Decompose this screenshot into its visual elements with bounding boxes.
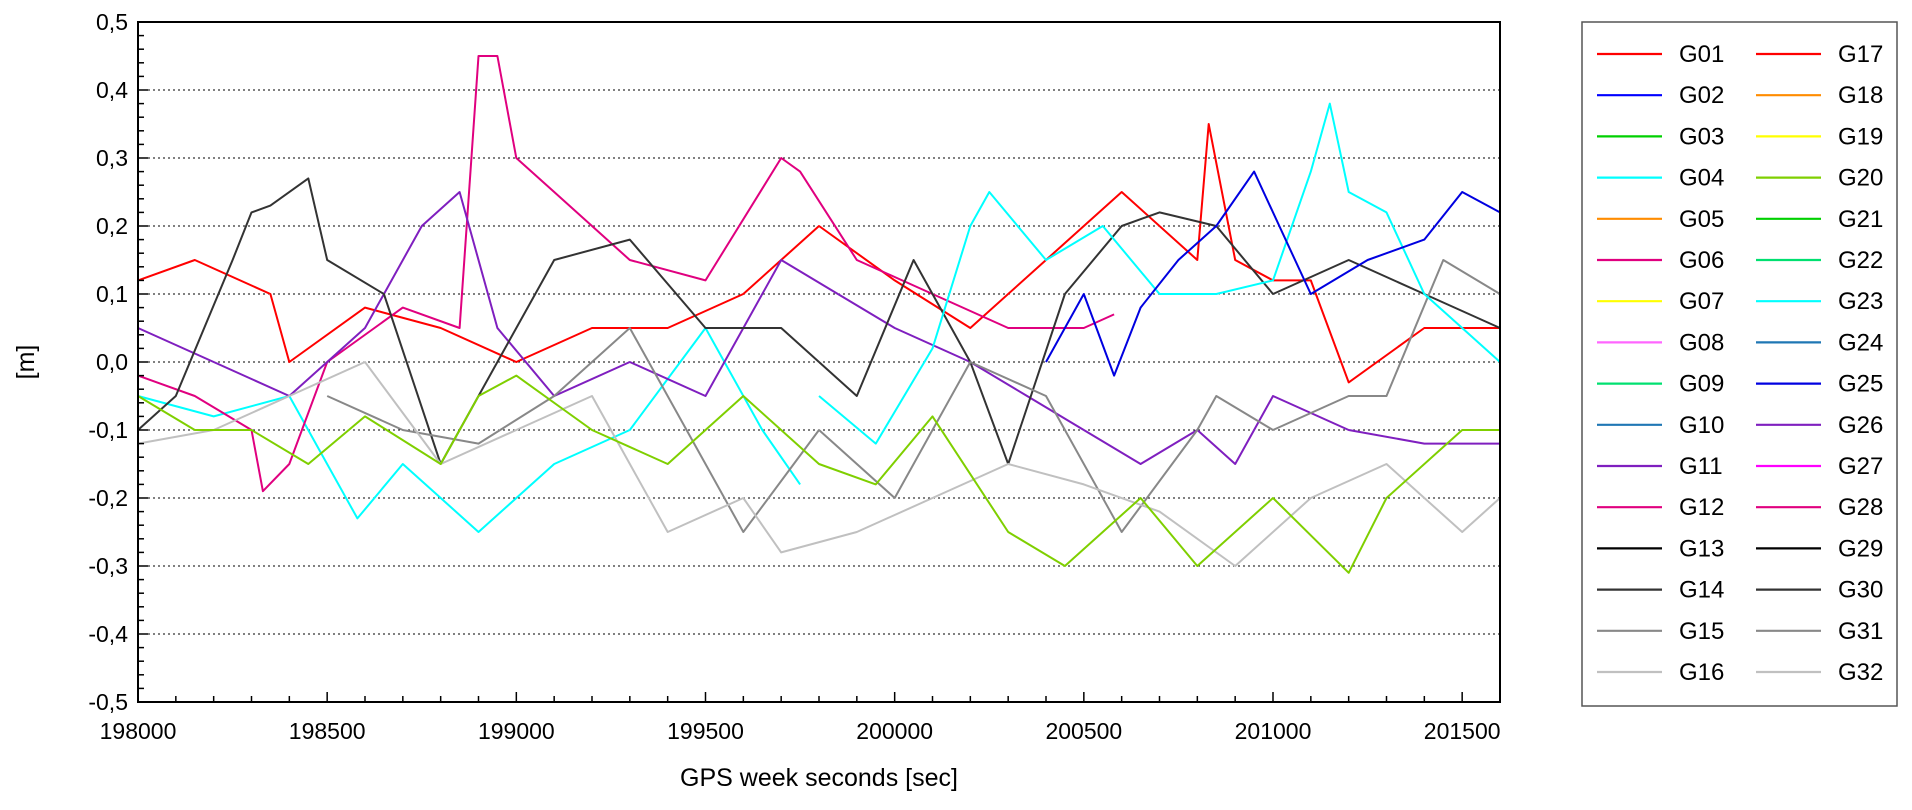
y-tick-label: 0,2: [96, 213, 128, 239]
legend-label-G21: G21: [1838, 206, 1883, 233]
y-axis-title: [m]: [12, 345, 40, 380]
y-tick-label: -0,3: [88, 553, 128, 579]
x-tick-label: 200500: [1045, 718, 1122, 744]
legend-label-G25: G25: [1838, 371, 1883, 398]
y-tick-label: -0,2: [88, 485, 128, 511]
series-group: [137, 55, 1501, 574]
legend-label-G32: G32: [1838, 659, 1883, 686]
x-axis: 198000 198500 199000 199500 200000 200500 2010…: [100, 692, 1501, 744]
legend-label-G27: G27: [1838, 453, 1883, 480]
legend-label-G30: G30: [1838, 577, 1883, 604]
legend-label-G23: G23: [1838, 288, 1883, 315]
legend-label-G07: G07: [1679, 288, 1724, 315]
legend-label-G10: G10: [1679, 412, 1724, 439]
legend-label-G15: G15: [1679, 618, 1724, 645]
y-tick-label: 0,0: [96, 349, 128, 375]
x-tick-label: 199000: [478, 718, 555, 744]
y-tick-label: 0,3: [96, 145, 128, 171]
legend-label-G08: G08: [1679, 329, 1724, 356]
legend-label-G12: G12: [1679, 494, 1724, 521]
legend-label-G09: G09: [1679, 371, 1724, 398]
legend-label-G19: G19: [1838, 123, 1883, 150]
legend-label-G20: G20: [1838, 165, 1883, 192]
legend-label-G29: G29: [1838, 535, 1883, 562]
x-tick-label: 201000: [1235, 718, 1312, 744]
legend-label-G01: G01: [1679, 41, 1724, 68]
y-tick-label: -0,1: [88, 417, 128, 443]
series-line-G06: [137, 55, 1115, 493]
y-tick-label: 0,5: [96, 9, 128, 35]
legend-label-G02: G02: [1679, 82, 1724, 109]
series-line-G23: [818, 102, 1501, 445]
series-line-G25: [1045, 170, 1501, 377]
legend-label-G24: G24: [1838, 329, 1883, 356]
y-tick-label: -0,4: [88, 621, 128, 647]
x-tick-label: 198000: [100, 718, 177, 744]
x-tick-label: 198500: [289, 718, 366, 744]
legend-label-G18: G18: [1838, 82, 1883, 109]
legend-label-G13: G13: [1679, 535, 1724, 562]
x-axis-title: GPS week seconds [sec]: [680, 764, 958, 792]
y-tick-label: 0,1: [96, 281, 128, 307]
legend-label-G14: G14: [1679, 577, 1724, 604]
y-tick-label: 0,4: [96, 77, 128, 103]
legend-label-G17: G17: [1838, 41, 1883, 68]
x-tick-label: 201500: [1424, 718, 1501, 744]
series-line-G04: [137, 327, 801, 533]
legend-label-G06: G06: [1679, 247, 1724, 274]
x-tick-label: 200000: [856, 718, 933, 744]
x-tick-label: 199500: [667, 718, 744, 744]
y-tick-label: -0,5: [88, 689, 128, 715]
series-line-G15: [326, 259, 1501, 533]
legend-label-G22: G22: [1838, 247, 1883, 274]
series-line-G20: [137, 374, 1500, 574]
legend-label-G31: G31: [1838, 618, 1883, 645]
legend-label-G11: G11: [1679, 453, 1723, 480]
series-line-G01: [137, 123, 1500, 384]
legend-label-G26: G26: [1838, 412, 1883, 439]
legend-label-G04: G04: [1679, 165, 1724, 192]
legend-label-G05: G05: [1679, 206, 1724, 233]
series-line-G11: [137, 191, 1500, 465]
y-axis: 0,5 0,4 0,3 0,2 0,1 0,0 -0,1 -0,2 -0,3 -0,4 -0,5: [88, 9, 148, 715]
legend-label-G28: G28: [1838, 494, 1883, 521]
legend: G01 G02 G03 G04 G05 G06 G07 G08 G09 G10 G11 G12 G13 G…: [1581, 21, 1898, 707]
series-line-G16: [137, 361, 1501, 567]
legend-label-G03: G03: [1679, 123, 1724, 150]
series-line-G14: [137, 177, 1501, 465]
legend-label-G16: G16: [1679, 659, 1724, 686]
